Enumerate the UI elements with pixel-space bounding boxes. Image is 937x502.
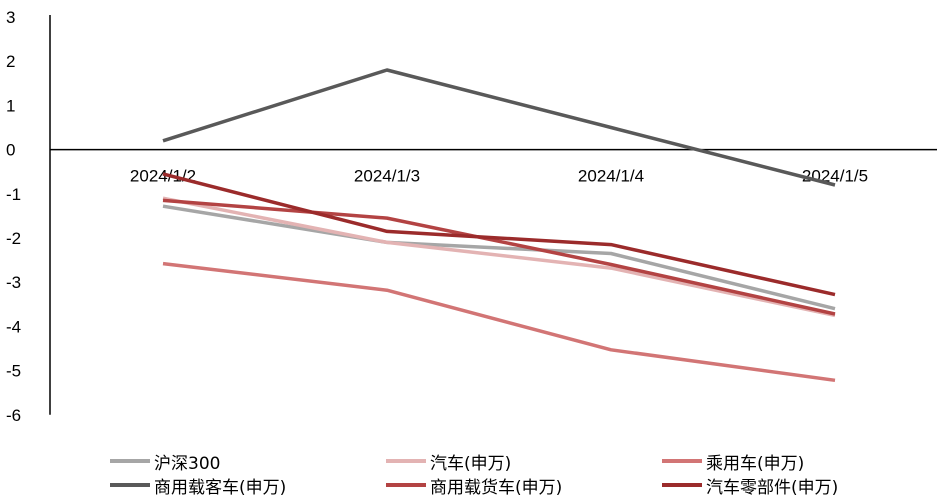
legend-item: 乘用车(申万) bbox=[662, 450, 805, 474]
series-line-1 bbox=[162, 204, 836, 311]
legend-swatch bbox=[110, 483, 150, 487]
legend-label: 汽车零部件(申万) bbox=[706, 477, 839, 498]
series-line-6 bbox=[162, 172, 836, 297]
series-line-2 bbox=[162, 196, 836, 318]
legend-swatch bbox=[662, 459, 702, 463]
legend-item: 商用载客车(申万) bbox=[110, 474, 287, 498]
legend-label: 沪深300 bbox=[154, 453, 221, 474]
legend-swatch bbox=[662, 483, 702, 487]
x-tick-label: 2024/1/5 bbox=[802, 167, 868, 186]
y-axis: 3 2 1 0 -1 -2 -3 -4 -5 -6 bbox=[6, 8, 51, 425]
y-tick-label: 3 bbox=[6, 8, 15, 27]
series-layer bbox=[162, 68, 836, 383]
y-tick-label: 0 bbox=[6, 141, 15, 160]
x-tick-label: 2024/1/2 bbox=[130, 167, 196, 186]
series-line-3 bbox=[162, 261, 836, 383]
x-tick-label: 2024/1/4 bbox=[578, 167, 644, 186]
y-tick-label: -5 bbox=[6, 362, 21, 381]
y-tick-label: -3 bbox=[6, 273, 21, 292]
legend-item: 商用载货车(申万) bbox=[386, 474, 563, 498]
y-tick-label: -1 bbox=[6, 185, 21, 204]
legend-label: 乘用车(申万) bbox=[706, 453, 805, 474]
series-line-4 bbox=[162, 68, 836, 187]
legend-item: 汽车零部件(申万) bbox=[662, 474, 839, 498]
y-tick-label: -4 bbox=[6, 317, 21, 336]
y-tick-label: 1 bbox=[6, 96, 15, 115]
legend-label: 商用载客车(申万) bbox=[154, 477, 287, 498]
legend-label: 汽车(申万) bbox=[430, 453, 512, 474]
series-line-5 bbox=[162, 198, 836, 316]
y-tick-label: -6 bbox=[6, 406, 21, 425]
legend-item: 沪深300 bbox=[110, 450, 221, 474]
legend-label: 商用载货车(申万) bbox=[430, 477, 563, 498]
legend-item: 汽车(申万) bbox=[386, 450, 512, 474]
y-tick-label: 2 bbox=[6, 52, 15, 71]
legend-swatch bbox=[110, 459, 150, 463]
x-axis: 2024/1/2 2024/1/3 2024/1/4 2024/1/5 bbox=[50, 148, 937, 186]
legend-swatch bbox=[386, 459, 426, 463]
y-tick-label: -2 bbox=[6, 229, 21, 248]
legend-swatch bbox=[386, 483, 426, 487]
x-tick-label: 2024/1/3 bbox=[354, 167, 420, 186]
